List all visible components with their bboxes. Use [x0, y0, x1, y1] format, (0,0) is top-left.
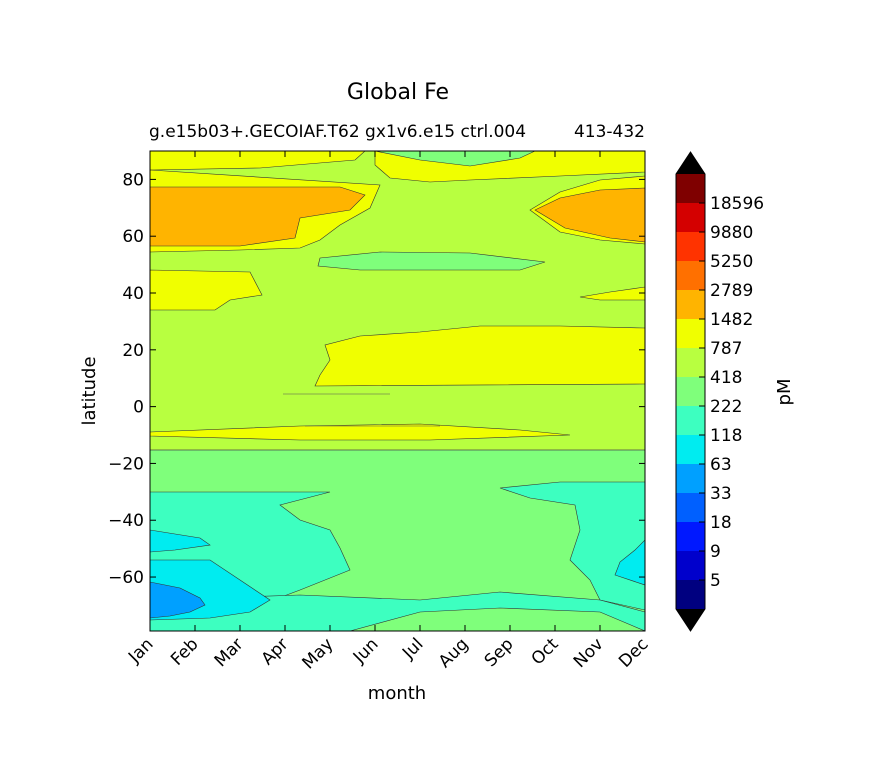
- colorbar-segment: [676, 435, 705, 465]
- y-tick-label: 40: [122, 284, 144, 304]
- colorbar-segment: [676, 406, 705, 436]
- colorbar-tick-label: 18: [710, 513, 732, 533]
- y-axis-label: latitude: [79, 356, 100, 425]
- colorbar-tick-label: 2789: [710, 281, 753, 301]
- colorbar-tick-label: 787: [710, 339, 742, 359]
- colorbar-tick-label: 222: [710, 397, 742, 417]
- chart-subtitle: g.e15b03+.GECOIAF.T62 gx1v6.e15 ctrl.004: [149, 122, 526, 142]
- x-tick-label: Jun: [349, 634, 383, 668]
- x-tick-label: Feb: [167, 634, 202, 669]
- colorbar: 18596 9880 5250 2789 1482 787 418 222 118 63 33 18 9…: [675, 151, 764, 632]
- y-tick-label: −20: [108, 454, 144, 474]
- colorbar-segment: [676, 377, 705, 407]
- colorbar-segment: [676, 203, 705, 233]
- plot-frame: [149, 150, 646, 632]
- y-tick-label: −40: [108, 511, 144, 531]
- colorbar-segment: [676, 319, 705, 349]
- colorbar-segment: [676, 348, 705, 378]
- y-tick-label: 60: [122, 227, 144, 247]
- contour-lines: [150, 393, 645, 451]
- x-tick-label: Jul: [398, 634, 427, 663]
- colorbar-tick-label: 18596: [710, 194, 764, 214]
- x-axis-label: month: [368, 683, 426, 704]
- band-418-south-bottom: [349, 607, 645, 631]
- y-axis: 80 60 40 20 0 −20 −40 −60: [108, 170, 645, 588]
- y-tick-label: −60: [108, 568, 144, 588]
- colorbar-frame: [675, 151, 706, 632]
- colorbar-segment: [676, 232, 705, 262]
- band-1482-equator-strip: [150, 423, 571, 441]
- band-2789-north-left: [150, 186, 366, 247]
- colorbar-tick-label: 118: [710, 426, 742, 446]
- x-tick-label: Oct: [528, 634, 563, 669]
- x-tick-label: May: [299, 634, 338, 673]
- colorbar-tick-label: 418: [710, 368, 742, 388]
- x-tick-label: Mar: [211, 634, 248, 671]
- x-tick-label: Dec: [615, 634, 652, 671]
- colorbar-tick-label: 63: [710, 455, 732, 475]
- colorbar-label: pM: [774, 379, 795, 406]
- band-1482-tropical: [314, 325, 645, 387]
- colorbar-segment: [676, 551, 705, 581]
- band-222-south-right: [499, 481, 645, 611]
- colorbar-tick-label: 9880: [710, 223, 753, 243]
- y-tick-label: 80: [122, 170, 144, 190]
- colorbar-segment: [676, 493, 705, 523]
- band-118-south-right: [614, 539, 645, 586]
- colorbar-tick-label: 5250: [710, 252, 753, 272]
- contour-plot-area: [150, 151, 645, 631]
- band-418-arctic: [374, 151, 536, 167]
- colorbar-segment: [676, 261, 705, 291]
- colorbar-tick-label: 9: [710, 542, 721, 562]
- colorbar-segment: [676, 174, 705, 204]
- chart-title: Global Fe: [347, 80, 449, 105]
- band-418-north-center: [317, 251, 546, 271]
- band-63-south-left: [150, 581, 206, 619]
- colorbar-tick-label: 33: [710, 484, 732, 504]
- colorbar-segment: [676, 522, 705, 552]
- x-tick-label: Jan: [124, 634, 157, 667]
- colorbar-segment: [676, 290, 705, 320]
- chart-subtitle-years: 413-432: [574, 122, 645, 142]
- x-tick-label: Sep: [481, 634, 518, 671]
- colorbar-under-arrow: [676, 609, 705, 631]
- band-1482-mid-right: [579, 286, 645, 301]
- band-1482-arctic: [150, 151, 645, 183]
- x-tick-label: Nov: [570, 634, 608, 672]
- colorbar-segment: [676, 580, 705, 610]
- colorbar-tick-label: 5: [710, 571, 721, 591]
- x-tick-label: Apr: [258, 634, 293, 669]
- colorbar-tick-label: 1482: [710, 310, 753, 330]
- colorbar-segment: [676, 464, 705, 494]
- band-1482-mid-left: [150, 269, 263, 311]
- x-tick-label: Aug: [435, 634, 473, 672]
- y-tick-label: 20: [122, 341, 144, 361]
- band-2789-north-right: [534, 187, 645, 243]
- y-tick-label: 0: [133, 398, 144, 418]
- colorbar-over-arrow: [676, 152, 705, 174]
